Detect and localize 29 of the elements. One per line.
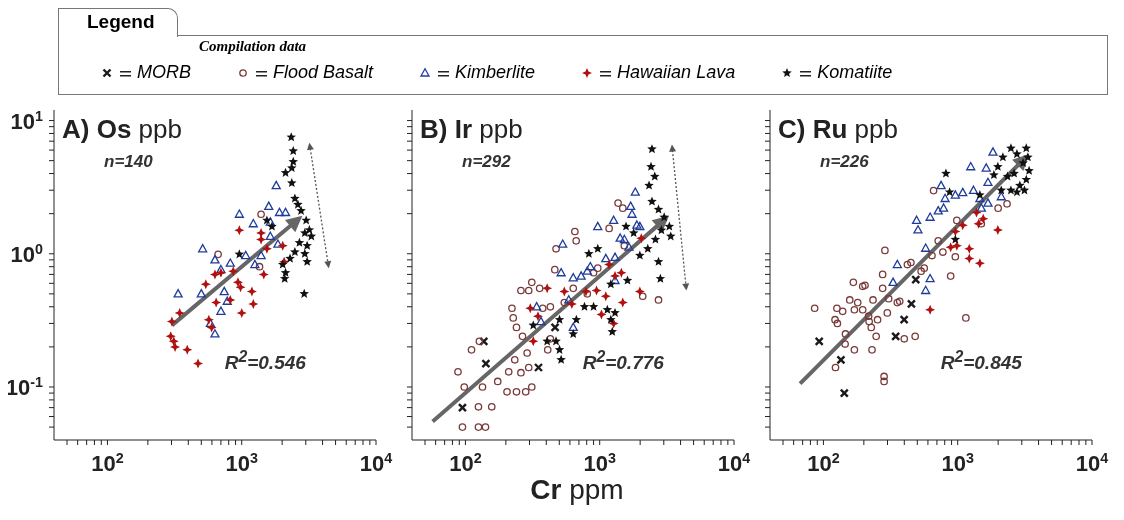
x-tick-label: 10$^{2}$: [807, 450, 840, 476]
text: n=226: [820, 152, 869, 172]
x-tick-label: 10$^{4}$: [359, 450, 393, 476]
annotation: R$^{2}$=0.776: [582, 347, 664, 374]
legend-title: Legend: [58, 8, 178, 37]
legend-label: Kimberlite: [435, 62, 536, 83]
x-tick-label: 10$^{4}$: [717, 450, 751, 476]
text: Compilation data: [199, 38, 307, 55]
legend-label: Komatiite: [797, 62, 893, 83]
y-tick-label: 10$^{0}$: [10, 240, 44, 267]
x-tick-label: 10$^{2}$: [449, 450, 482, 476]
x-tick-label: 10$^{3}$: [583, 450, 616, 476]
x-axis-title: Cr ppm: [530, 474, 624, 505]
chart-title: A) Os ppb: [62, 114, 182, 144]
legend-label: MORB: [117, 62, 191, 83]
chart-title: B) Ir ppb: [420, 114, 523, 144]
x-tick-label: 10$^{4}$: [1075, 450, 1109, 476]
annotation: R$^{2}$=0.845: [940, 347, 1022, 374]
x-tick-label: 10$^{3}$: [941, 450, 974, 476]
chart-title: C) Ru ppb: [778, 114, 898, 144]
text: n=140: [104, 152, 153, 172]
x-tick-label: 10$^{2}$: [91, 450, 124, 476]
text: n=292: [462, 152, 511, 172]
annotation: R$^{2}$=0.546: [224, 347, 306, 374]
y-tick-label: 10$^{1}$: [10, 107, 44, 134]
legend-label: Hawaiian Lava: [597, 62, 736, 83]
y-tick-label: 10$^{-1}$: [5, 373, 44, 400]
x-tick-label: 10$^{3}$: [225, 450, 258, 476]
legend-label: Flood Basalt: [253, 62, 374, 83]
